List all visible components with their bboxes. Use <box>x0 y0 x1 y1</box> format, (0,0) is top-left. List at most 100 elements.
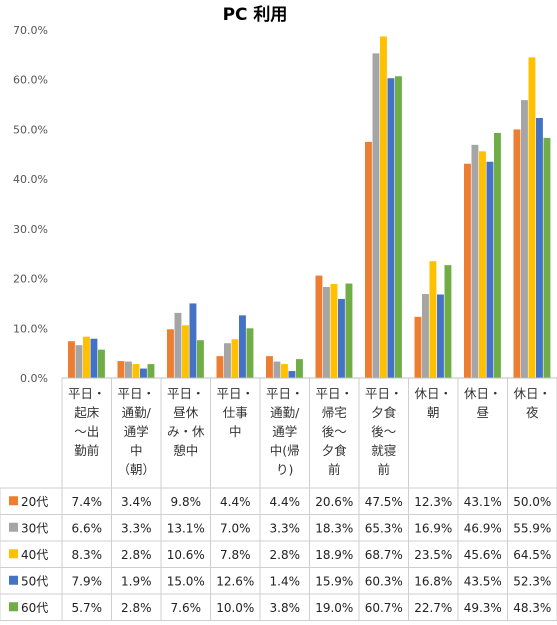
table-value: 6.6% <box>72 521 103 535</box>
bar <box>75 345 83 378</box>
bar <box>239 315 246 378</box>
bar <box>68 341 75 378</box>
bar <box>543 137 551 378</box>
table-value: 64.5% <box>513 548 551 562</box>
bar <box>486 161 494 378</box>
legend-swatch <box>9 496 18 506</box>
bar <box>90 338 98 378</box>
table-value: 46.9% <box>464 521 502 535</box>
table-value: 2.8% <box>270 548 301 562</box>
table-value: 7.4% <box>72 495 103 509</box>
table-value: 10.0% <box>216 601 254 615</box>
table-value: 15.9% <box>315 574 353 588</box>
bar <box>98 349 105 378</box>
bar <box>345 283 353 378</box>
table-value: 7.8% <box>220 548 251 562</box>
bar <box>380 36 387 378</box>
table-value: 13.1% <box>167 521 205 535</box>
bar <box>132 364 140 378</box>
category-label: 中 <box>130 443 143 458</box>
bar <box>288 371 296 378</box>
bar <box>231 339 239 378</box>
table-value: 47.5% <box>365 495 403 509</box>
table-value: 18.9% <box>315 548 353 562</box>
category-label: 前 <box>328 462 341 477</box>
table-value: 12.6% <box>216 574 254 588</box>
category-label: 平日・ <box>117 386 155 401</box>
table-value: 16.9% <box>414 521 452 535</box>
y-tick-label: 60.0% <box>13 74 48 87</box>
category-label: 休日・ <box>513 386 551 401</box>
y-tick-label: 30.0% <box>13 223 48 236</box>
bar <box>494 132 501 378</box>
category-label: 勤前 <box>74 443 99 458</box>
chart-title: PC 利用 <box>223 4 288 25</box>
category-label: 休日・ <box>464 386 502 401</box>
table-value: 49.3% <box>464 601 502 615</box>
bar <box>422 293 429 378</box>
bar <box>140 368 147 378</box>
bar <box>246 328 254 378</box>
table-value: 60.3% <box>365 574 403 588</box>
bar <box>189 303 197 378</box>
bar <box>266 356 273 378</box>
legend-swatch <box>9 549 18 559</box>
y-tick-label: 50.0% <box>13 123 48 136</box>
table-value: 2.8% <box>121 548 152 562</box>
table-value: 43.1% <box>464 495 502 509</box>
bar <box>521 100 528 379</box>
table-value: 12.3% <box>414 495 452 509</box>
bar <box>167 329 174 378</box>
table-value: 9.8% <box>171 495 202 509</box>
legend-label: 30代 <box>21 521 48 535</box>
table-value: 43.5% <box>464 574 502 588</box>
table-value: 7.9% <box>72 574 103 588</box>
category-label: （朝） <box>117 462 155 477</box>
table-value: 20.6% <box>315 495 353 509</box>
category-label: 就寝 <box>371 443 396 458</box>
category-label: 中(帰 <box>270 443 300 458</box>
bar <box>125 361 132 378</box>
legend-label: 40代 <box>21 548 48 562</box>
category-label: 通勤/ <box>122 405 152 420</box>
category-label: 通学 <box>272 424 297 439</box>
category-label: 後〜 <box>371 424 396 439</box>
category-label: 中 <box>229 424 242 439</box>
category-label: 平日・ <box>68 386 106 401</box>
legend-label: 60代 <box>21 601 48 615</box>
category-label: 〜出 <box>74 424 99 439</box>
category-label: み・休 <box>167 424 205 439</box>
category-label: り) <box>276 462 293 477</box>
bar <box>273 361 281 378</box>
bar <box>147 364 155 378</box>
bar <box>338 298 345 378</box>
table-value: 48.3% <box>513 601 551 615</box>
y-tick-label: 40.0% <box>13 173 48 186</box>
table-value: 22.7% <box>414 601 452 615</box>
bar <box>437 294 444 378</box>
category-label: 休日・ <box>414 386 452 401</box>
category-label: 夜 <box>526 405 539 420</box>
bars <box>62 36 557 379</box>
category-label: 平日・ <box>365 386 403 401</box>
bar <box>117 361 125 378</box>
table-value: 65.3% <box>365 521 403 535</box>
bar <box>365 141 372 378</box>
bar <box>197 340 204 378</box>
category-label: 平日・ <box>216 386 254 401</box>
category-label: 平日・ <box>266 386 304 401</box>
table-value: 52.3% <box>513 574 551 588</box>
table-value: 7.6% <box>171 601 202 615</box>
table-value: 68.7% <box>365 548 403 562</box>
legend-label: 50代 <box>21 574 48 588</box>
table-value: 3.3% <box>270 521 301 535</box>
table-value: 23.5% <box>414 548 452 562</box>
category-label: 通学 <box>124 424 149 439</box>
category-label: 夕食 <box>371 405 397 420</box>
table-value: 1.4% <box>270 574 301 588</box>
bar <box>471 144 479 378</box>
table-value: 5.7% <box>72 601 103 615</box>
table-value: 50.0% <box>513 495 551 509</box>
table-value: 19.0% <box>315 601 353 615</box>
